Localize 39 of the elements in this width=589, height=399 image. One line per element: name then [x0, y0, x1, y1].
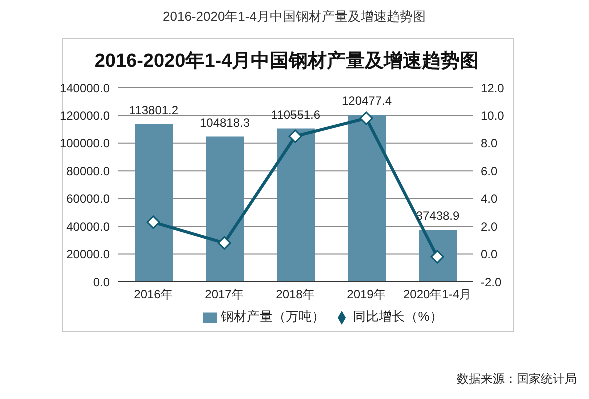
point [360, 112, 374, 126]
point [146, 216, 160, 230]
y2-tick-label: -2.0 [481, 275, 502, 290]
bar [277, 128, 315, 282]
x-tick-label: 2018年 [276, 288, 315, 302]
chart-subtitle: 2016-2020年1-4月中国钢材产量及增速趋势图 [94, 50, 480, 74]
legend-label: 钢材产量（万吨） [221, 309, 326, 324]
y2-tick-label: 10.0 [481, 108, 505, 123]
bar [135, 124, 173, 282]
y-tick-label: 20000.0 [66, 248, 110, 262]
data-label: 113801.2 [129, 103, 179, 118]
data-label: 120477.4 [342, 94, 392, 108]
point [288, 130, 302, 144]
y-tick-label: 140000.0 [60, 81, 110, 96]
y-tick-label: 100000.0 [60, 136, 110, 151]
y2-tick-label: 8.0 [481, 136, 498, 151]
y-tick-label: 120000.0 [60, 108, 110, 123]
x-tick-label: 2020年1-4月 [403, 288, 472, 302]
y-tick-label: 60000.0 [66, 192, 110, 206]
point [218, 236, 232, 250]
source-note: 数据来源：国家统计局 [457, 371, 577, 388]
y2-tick-label: 6.0 [481, 164, 498, 178]
legend-label: 同比增长（%） [353, 309, 443, 324]
y2-tick-label: 0.0 [481, 248, 498, 262]
x-tick-label: 2019年 [347, 288, 386, 302]
y2-tick-label: 2.0 [481, 220, 498, 234]
x-tick-label: 2017年 [205, 288, 244, 302]
chart-title: 2016-2020年1-4月中国钢材产量及增速趋势图 [162, 8, 427, 26]
x-tick-label: 2016年 [134, 288, 173, 302]
bar [419, 230, 457, 282]
y2-tick-label: 4.0 [481, 192, 498, 206]
y2-tick-label: 12.0 [481, 81, 505, 96]
y-tick-label: 0.0 [93, 275, 110, 290]
data-label: 110551.6 [271, 108, 321, 122]
data-label: 104818.3 [200, 116, 250, 130]
bar [206, 136, 244, 282]
y-tick-label: 40000.0 [66, 220, 110, 234]
y-tick-label: 80000.0 [66, 164, 110, 178]
bar [348, 115, 386, 282]
